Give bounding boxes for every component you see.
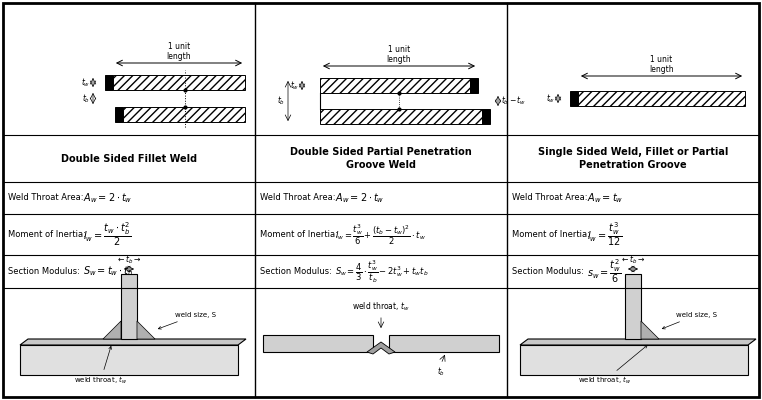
Text: $\leftarrow t_b\rightarrow$: $\leftarrow t_b\rightarrow$ [117, 254, 142, 266]
Bar [482, 109, 490, 124]
Text: $A_w = 2 \cdot t_w$: $A_w = 2 \cdot t_w$ [335, 191, 385, 205]
Polygon shape [641, 321, 659, 339]
Text: Section Modulus:: Section Modulus: [512, 267, 584, 276]
Text: $I_w = \dfrac{t_w^3}{6} + \dfrac{(t_b - t_w)^2}{2} \cdot t_w$: $I_w = \dfrac{t_w^3}{6} + \dfrac{(t_b - … [335, 222, 426, 247]
Bar [105, 75, 113, 90]
Text: Weld Throat Area:: Weld Throat Area: [8, 194, 84, 202]
Text: $t_b - t_w$: $t_b - t_w$ [501, 95, 527, 107]
Text: Moment of Inertia:: Moment of Inertia: [512, 230, 590, 239]
Text: $S_w = t_w \cdot t_b$: $S_w = t_w \cdot t_b$ [83, 265, 133, 278]
Text: $\leftarrow t_b\rightarrow$: $\leftarrow t_b\rightarrow$ [620, 254, 645, 266]
Bar [389, 335, 499, 352]
Text: $t_w$: $t_w$ [81, 76, 90, 89]
Text: Weld Throat Area:: Weld Throat Area: [512, 194, 588, 202]
Bar [520, 345, 748, 375]
Text: weld throat, $t_w$: weld throat, $t_w$ [352, 300, 410, 313]
Text: $t_w$: $t_w$ [546, 92, 555, 105]
Text: $t_b$: $t_b$ [82, 92, 90, 105]
Text: weld size, S: weld size, S [662, 312, 717, 329]
Polygon shape [137, 321, 155, 339]
Text: $A_w = 2 \cdot t_w$: $A_w = 2 \cdot t_w$ [83, 191, 133, 205]
Text: Section Modulus:: Section Modulus: [260, 267, 332, 276]
Text: $S_w = \dfrac{4}{3} \cdot \dfrac{t_w^3}{t_b} - 2t_w^3 + t_w t_b$: $S_w = \dfrac{4}{3} \cdot \dfrac{t_w^3}{… [335, 258, 428, 284]
Bar [113, 75, 245, 90]
Text: Section Modulus:: Section Modulus: [8, 267, 80, 276]
Text: weld throat, $t_w$: weld throat, $t_w$ [74, 346, 127, 386]
Text: Weld Throat Area:: Weld Throat Area: [260, 194, 335, 202]
Text: $I_w = \dfrac{t_w \cdot t_b^2}{2}$: $I_w = \dfrac{t_w \cdot t_b^2}{2}$ [83, 220, 132, 248]
Polygon shape [520, 339, 756, 345]
Bar [123, 107, 245, 122]
Polygon shape [367, 342, 395, 354]
Text: 1 unit
length: 1 unit length [167, 42, 191, 61]
Text: Double Sided Fillet Weld: Double Sided Fillet Weld [61, 154, 197, 164]
Text: Moment of Inertia:: Moment of Inertia: [8, 230, 86, 239]
Bar [121, 274, 137, 339]
Polygon shape [103, 321, 121, 339]
Text: $t_b$: $t_b$ [437, 366, 445, 378]
Bar [470, 78, 478, 93]
Text: $t_b$: $t_b$ [277, 95, 285, 107]
Bar [320, 78, 470, 93]
Text: $t_w$: $t_w$ [290, 79, 299, 92]
Bar [320, 109, 482, 124]
Text: Single Sided Weld, Fillet or Partial
Penetration Groove: Single Sided Weld, Fillet or Partial Pen… [538, 147, 728, 170]
Text: weld size, S: weld size, S [158, 312, 216, 329]
Text: $I_w = \dfrac{t_w^3}{12}$: $I_w = \dfrac{t_w^3}{12}$ [587, 220, 622, 248]
Bar [263, 335, 373, 352]
Polygon shape [20, 339, 246, 345]
Text: $s_w = \dfrac{t_w^2}{6}$: $s_w = \dfrac{t_w^2}{6}$ [587, 258, 622, 286]
Text: weld throat, $t_w$: weld throat, $t_w$ [578, 345, 647, 386]
Text: Double Sided Partial Penetration
Groove Weld: Double Sided Partial Penetration Groove … [290, 147, 472, 170]
Text: $A_w = t_w$: $A_w = t_w$ [587, 191, 623, 205]
Bar [115, 107, 123, 122]
Bar [578, 91, 745, 106]
Bar [570, 91, 578, 106]
Bar [20, 345, 238, 375]
Bar [625, 274, 641, 339]
Text: 1 unit
length: 1 unit length [386, 45, 411, 64]
Text: 1 unit
length: 1 unit length [649, 55, 674, 74]
Text: Moment of Inertia:: Moment of Inertia: [260, 230, 338, 239]
